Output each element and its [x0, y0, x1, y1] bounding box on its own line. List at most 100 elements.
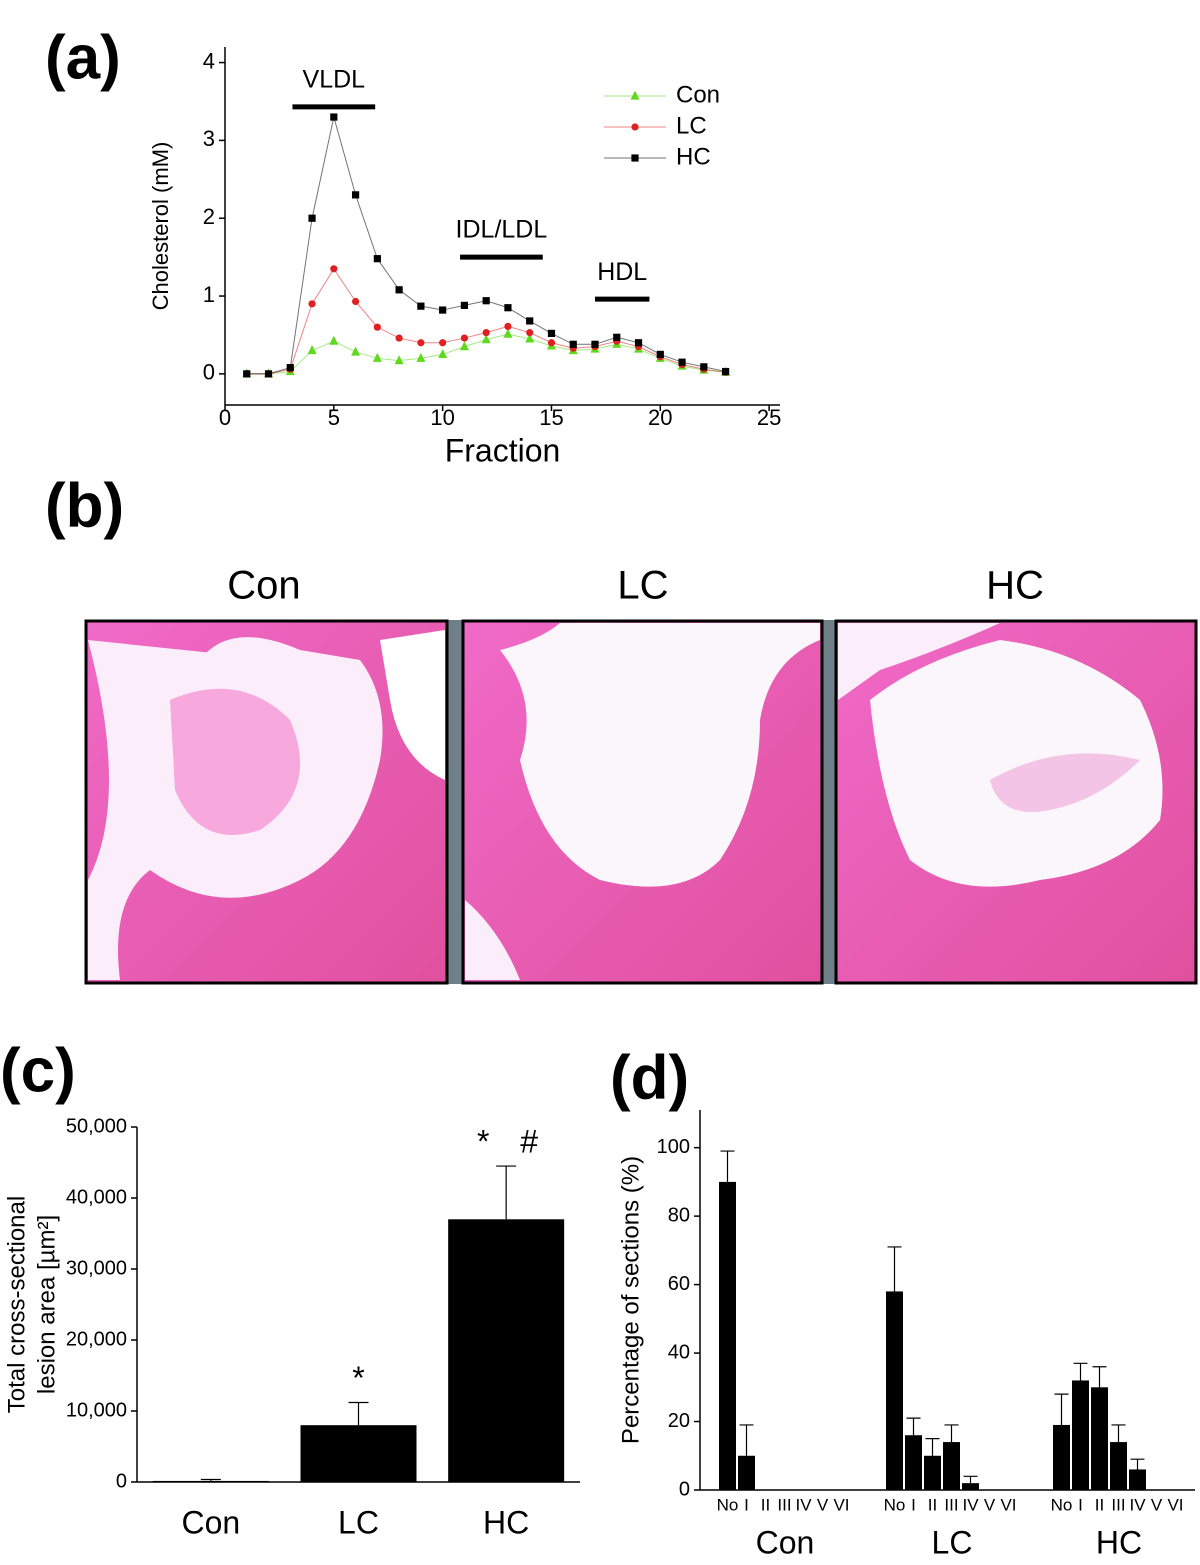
legend-label: LC: [676, 112, 707, 139]
x-tick-label: III: [777, 1495, 791, 1514]
x-tick-label: No: [884, 1495, 906, 1514]
error-bar: [1054, 1393, 1069, 1425]
data-point: [439, 339, 447, 347]
bar: [905, 1435, 922, 1490]
x-tick-label: IV: [1129, 1495, 1146, 1514]
significance-mark: *: [477, 1124, 489, 1160]
data-point: [439, 306, 447, 314]
error-bar: [200, 1478, 221, 1481]
error-bar: [944, 1424, 959, 1443]
bar: [1053, 1424, 1070, 1490]
error-bar: [348, 1401, 369, 1426]
x-tick-label: I: [911, 1495, 916, 1514]
legend-marker: [631, 123, 639, 131]
y-tick-label: 20: [668, 1410, 690, 1432]
data-point: [503, 328, 513, 338]
data-point: [417, 339, 425, 347]
data-point: [330, 113, 338, 121]
panel-label: (d): [610, 1043, 689, 1112]
data-point: [351, 297, 360, 306]
data-point: [372, 352, 382, 362]
data-point: [460, 334, 469, 342]
legend-marker: [630, 90, 640, 100]
x-tick-label: II: [928, 1495, 937, 1514]
data-point: [591, 340, 599, 348]
x-tick-label: VI: [1167, 1495, 1183, 1514]
y-tick-label: 0: [116, 1470, 127, 1492]
error-bar: [1073, 1362, 1088, 1381]
group-label: HC: [1096, 1524, 1142, 1560]
data-point: [395, 334, 403, 342]
y-axis-label: Cholesterol (mM): [148, 142, 173, 311]
y-tick-label: 10,000: [66, 1399, 127, 1421]
data-point: [547, 339, 556, 347]
micrograph-title: Con: [227, 564, 300, 608]
error-bar: [925, 1438, 940, 1456]
data-point: [264, 370, 273, 378]
error-bar: [1130, 1458, 1145, 1470]
data-point: [308, 300, 316, 308]
bar: [1072, 1380, 1089, 1490]
panel-label: (b): [45, 471, 124, 540]
x-tick-label: 25: [757, 405, 781, 430]
data-point: [459, 341, 469, 351]
data-point: [351, 346, 361, 356]
group-label: Con: [756, 1524, 815, 1560]
y-tick-label: 60: [668, 1273, 690, 1295]
data-point: [721, 367, 730, 376]
data-point: [460, 301, 469, 309]
data-point: [700, 363, 708, 371]
y-tick-label: 1: [203, 282, 215, 307]
data-point: [481, 334, 491, 344]
y-axis-label: lesion area [µm²]: [33, 1215, 60, 1394]
bar: [448, 1219, 565, 1482]
y-tick-label: 2: [203, 204, 215, 229]
data-point: [416, 352, 426, 362]
data-point: [373, 323, 381, 331]
panel-label: (a): [45, 23, 121, 92]
x-axis-label: Fraction: [445, 432, 561, 468]
data-point: [307, 345, 317, 355]
data-point: [526, 317, 534, 325]
data-point: [394, 355, 404, 365]
y-tick-label: 3: [203, 126, 215, 151]
x-tick-label: LC: [338, 1504, 379, 1540]
data-point: [482, 329, 490, 337]
bar: [886, 1291, 903, 1490]
bar: [962, 1483, 979, 1490]
data-point: [308, 214, 316, 222]
data-point: [395, 286, 403, 294]
x-tick-label: I: [1078, 1495, 1083, 1514]
x-tick-label: VI: [1000, 1495, 1016, 1514]
legend-label: Con: [676, 81, 720, 108]
error-bar: [1111, 1424, 1126, 1443]
x-tick-label: III: [944, 1495, 958, 1514]
x-tick-label: V: [817, 1495, 829, 1514]
y-tick-label: 50,000: [66, 1115, 127, 1137]
x-tick-label: IV: [962, 1495, 979, 1514]
group-label: LC: [932, 1524, 973, 1560]
error-bar: [720, 1150, 735, 1182]
bar: [1091, 1387, 1108, 1490]
data-point: [504, 304, 512, 312]
significance-mark: *: [352, 1360, 364, 1396]
x-tick-label: No: [717, 1495, 739, 1514]
error-bar: [1092, 1366, 1107, 1388]
x-tick-label: 10: [430, 405, 454, 430]
panel-label: (c): [0, 1036, 76, 1105]
error-bar: [906, 1417, 921, 1436]
data-point: [243, 370, 251, 378]
data-point: [330, 265, 338, 273]
bar: [152, 1480, 269, 1482]
bar: [1110, 1442, 1127, 1490]
x-tick-label: Con: [181, 1504, 240, 1540]
data-point: [438, 349, 448, 359]
error-bar: [887, 1246, 902, 1292]
y-tick-label: 100: [657, 1136, 690, 1158]
data-point: [417, 302, 425, 310]
x-tick-label: 5: [328, 405, 340, 430]
x-tick-label: IV: [795, 1495, 812, 1514]
bar: [943, 1442, 960, 1490]
y-tick-label: 40,000: [66, 1186, 127, 1208]
